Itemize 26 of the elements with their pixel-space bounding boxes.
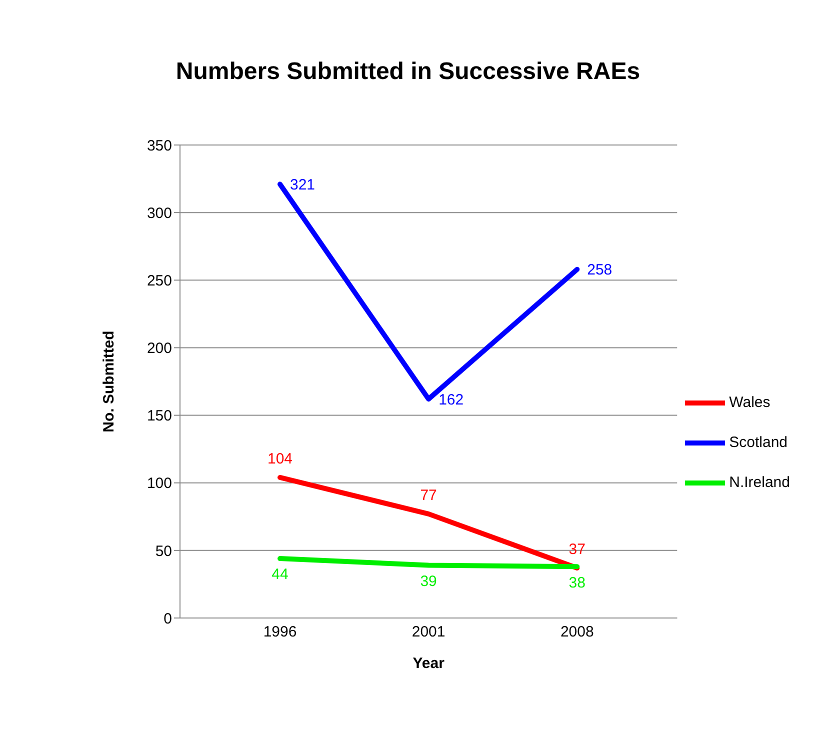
x-tick-label: 1996 — [263, 624, 297, 641]
data-label: 44 — [272, 566, 288, 584]
data-label: 258 — [587, 262, 612, 279]
y-tick-label: 250 — [146, 272, 172, 290]
data-label: 77 — [420, 486, 437, 504]
legend-label: N.Ireland — [729, 474, 790, 491]
y-tick-label: 50 — [155, 542, 172, 560]
x-tick-label: 2001 — [412, 624, 446, 641]
y-tick-label: 150 — [146, 408, 172, 425]
data-label: 37 — [568, 540, 586, 558]
data-label: 38 — [568, 574, 586, 592]
data-label: 321 — [290, 176, 316, 194]
y-tick-label: 350 — [146, 137, 172, 154]
legend-label: Scotland — [729, 434, 788, 451]
chart-title: Numbers Submitted in Successive RAEs — [174, 58, 642, 86]
data-label: 39 — [420, 572, 437, 590]
y-tick-label: 100 — [146, 475, 172, 492]
x-tick-label: 2008 — [560, 624, 594, 641]
y-tick-label: 0 — [164, 610, 172, 628]
y-tick-label: 200 — [146, 340, 172, 358]
x-axis-title: Year — [412, 655, 445, 672]
data-label: 162 — [438, 391, 464, 408]
legend-label: Wales — [729, 394, 770, 411]
y-axis-title: No. Submitted — [100, 330, 118, 432]
data-label: 104 — [267, 450, 293, 468]
y-tick-label: 300 — [146, 204, 172, 222]
